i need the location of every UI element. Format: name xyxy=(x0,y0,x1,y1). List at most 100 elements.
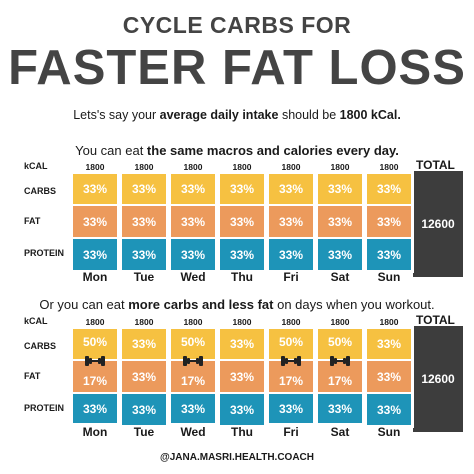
day-column-mon: 50% 17% 33% xyxy=(70,326,120,428)
carbs-percent: 33% xyxy=(376,337,402,351)
row-label-kcal: kCAL xyxy=(24,316,48,326)
fat-cell: 33% xyxy=(318,206,362,239)
fat-cell: 33% xyxy=(220,206,264,239)
day-label: Tue xyxy=(133,270,155,284)
dumbbell-icon xyxy=(329,356,351,366)
day-label: Sun xyxy=(377,270,401,284)
carbs-percent: 33% xyxy=(131,337,157,351)
row-label-carbs: CARBS xyxy=(24,186,57,196)
day-label: Thu xyxy=(231,425,253,439)
kcal-value: 1800 xyxy=(183,162,203,172)
carbs-cell: 33% xyxy=(73,174,117,206)
day-label: Fri xyxy=(283,425,299,439)
day-label: Sun xyxy=(377,425,401,439)
dumbbell-icon xyxy=(182,356,204,366)
protein-percent: 33% xyxy=(131,247,157,262)
section-caption: Or you can eat more carbs and less fat o… xyxy=(0,297,474,312)
day-label: Wed xyxy=(180,425,206,439)
protein-cell: 33% xyxy=(367,239,411,270)
protein-cell: 33% xyxy=(122,239,166,270)
protein-percent: 33% xyxy=(180,401,206,416)
protein-cell: 33% xyxy=(73,394,117,425)
caption-bold: more carbs and less fat xyxy=(128,297,274,312)
carbs-percent: 50% xyxy=(180,335,206,349)
intro-pre: Lets's say your xyxy=(73,108,160,122)
intro-text: Lets's say your average daily intake sho… xyxy=(0,108,474,122)
protein-percent: 33% xyxy=(278,401,304,416)
total-label: TOTAL xyxy=(416,158,455,172)
day-column-sun: 33% 33% 33% xyxy=(364,171,414,273)
kcal-value: 1800 xyxy=(281,162,301,172)
fat-percent: 33% xyxy=(131,214,157,229)
day-column-fri: 50% 17% 33% xyxy=(266,326,316,428)
carbs-cell: 33% xyxy=(220,329,264,361)
protein-percent: 33% xyxy=(180,247,206,262)
fat-cell: 33% xyxy=(122,361,166,394)
title-top: CYCLE CARBS FOR xyxy=(122,12,352,38)
carbs-cell: 33% xyxy=(318,174,362,206)
carbs-percent: 33% xyxy=(180,182,206,196)
carbs-cell: 33% xyxy=(367,174,411,206)
section-caption: You can eat the same macros and calories… xyxy=(0,143,474,158)
day-label: Mon xyxy=(82,270,108,284)
carbs-percent: 50% xyxy=(278,335,304,349)
total-value: 12600 xyxy=(413,326,463,432)
protein-cell: 33% xyxy=(220,394,264,425)
carbs-percent: 33% xyxy=(229,182,255,196)
kcal-value: 1800 xyxy=(330,162,350,172)
protein-cell: 33% xyxy=(220,239,264,270)
caption-bold: the same macros and calories every day. xyxy=(146,143,399,158)
kcal-value: 1800 xyxy=(134,162,154,172)
day-label: Thu xyxy=(231,270,253,284)
protein-percent: 33% xyxy=(131,402,157,417)
day-column-thu: 33% 33% 33% xyxy=(217,171,267,273)
fat-cell: 33% xyxy=(367,206,411,239)
protein-percent: 33% xyxy=(82,401,108,416)
day-label: Sat xyxy=(330,270,350,284)
fat-cell: 33% xyxy=(269,206,313,239)
footer-handle: @JANA.MASRI.HEALTH.COACH xyxy=(159,452,314,463)
day-column-sat: 33% 33% 33% xyxy=(315,171,365,273)
protein-cell: 33% xyxy=(171,394,215,425)
protein-cell: 33% xyxy=(171,239,215,270)
kcal-value: 1800 xyxy=(183,317,203,327)
protein-percent: 33% xyxy=(278,247,304,262)
kcal-value: 1800 xyxy=(232,317,252,327)
carbs-cell: 33% xyxy=(171,174,215,206)
fat-cell: 33% xyxy=(220,361,264,394)
fat-percent: 33% xyxy=(229,214,255,229)
fat-cell: 33% xyxy=(171,206,215,239)
protein-percent: 33% xyxy=(229,402,255,417)
intro-bold-1: average daily intake xyxy=(159,108,279,122)
fat-cell: 33% xyxy=(367,361,411,394)
fat-percent: 17% xyxy=(82,374,108,388)
carbs-percent: 33% xyxy=(131,182,157,196)
fat-cell: 17% xyxy=(73,361,117,394)
day-column-tue: 33% 33% 33% xyxy=(119,171,169,273)
carbs-cell: 33% xyxy=(122,174,166,206)
row-label-protein: PROTEIN xyxy=(24,248,65,258)
day-column-tue: 33% 33% 33% xyxy=(119,326,169,428)
dumbbell-icon xyxy=(280,356,302,366)
kcal-value: 1800 xyxy=(85,317,105,327)
fat-cell: 17% xyxy=(269,361,313,394)
kcal-value: 1800 xyxy=(379,317,399,327)
intro-mid: should be xyxy=(278,108,340,122)
carbs-cell: 33% xyxy=(122,329,166,361)
carbs-cell: 33% xyxy=(269,174,313,206)
day-label: Tue xyxy=(133,425,155,439)
fat-percent: 33% xyxy=(180,214,206,229)
protein-percent: 33% xyxy=(82,247,108,262)
kcal-value: 1800 xyxy=(85,162,105,172)
day-label: Mon xyxy=(82,425,108,439)
fat-percent: 17% xyxy=(327,374,353,388)
day-column-fri: 33% 33% 33% xyxy=(266,171,316,273)
protein-cell: 33% xyxy=(318,394,362,425)
row-label-carbs: CARBS xyxy=(24,341,57,351)
kcal-value: 1800 xyxy=(330,317,350,327)
dumbbell-icon xyxy=(84,356,106,366)
day-label: Sat xyxy=(330,425,350,439)
total-label: TOTAL xyxy=(416,313,455,327)
kcal-value: 1800 xyxy=(232,162,252,172)
fat-percent: 17% xyxy=(180,374,206,388)
